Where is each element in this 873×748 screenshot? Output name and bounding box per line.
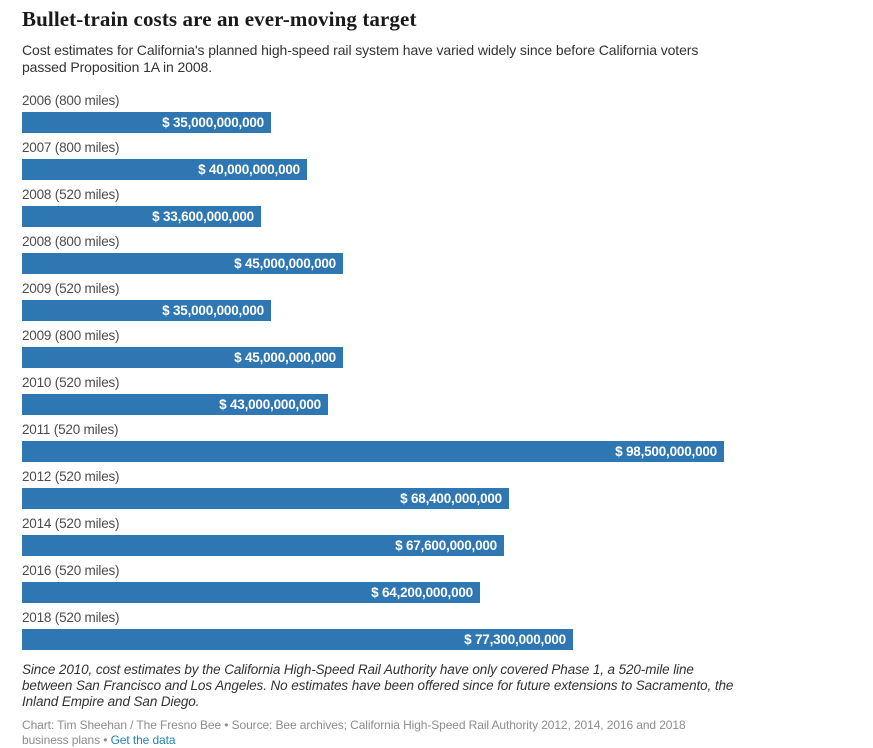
bar-value-label: $ 40,000,000,000 [198,162,300,177]
bar: $ 43,000,000,000 [22,394,328,415]
chart-title: Bullet-train costs are an ever-moving ta… [22,7,417,31]
bar: $ 35,000,000,000 [22,300,271,321]
bar-row: 2016 (520 miles) $ 64,200,000,000 [22,563,851,603]
bar-value-label: $ 43,000,000,000 [219,397,321,412]
bar-row: 2008 (520 miles) $ 33,600,000,000 [22,187,851,227]
bar-category-label: 2006 (800 miles) [22,93,120,108]
bar-category-label: 2014 (520 miles) [22,516,120,531]
bar-category-label: 2008 (520 miles) [22,187,120,202]
bar-category-label: 2008 (800 miles) [22,234,120,249]
bar-value-label: $ 45,000,000,000 [234,350,336,365]
bar-row: 2011 (520 miles) $ 98,500,000,000 [22,422,851,462]
bar-category-label: 2009 (520 miles) [22,281,120,296]
bar-list: 2006 (800 miles) $ 35,000,000,000 2007 (… [22,93,851,650]
bar-category-label: 2012 (520 miles) [22,469,120,484]
bar-row: 2007 (800 miles) $ 40,000,000,000 [22,140,851,180]
bar-value-label: $ 64,200,000,000 [371,585,473,600]
bar: $ 33,600,000,000 [22,206,261,227]
chart-credit: Chart: Tim Sheehan / The Fresno Bee • So… [22,718,722,748]
bar-value-label: $ 45,000,000,000 [234,256,336,271]
bar: $ 45,000,000,000 [22,347,343,368]
bar-row: 2009 (800 miles) $ 45,000,000,000 [22,328,851,368]
bar-row: 2012 (520 miles) $ 68,400,000,000 [22,469,851,509]
bar-row: 2008 (800 miles) $ 45,000,000,000 [22,234,851,274]
bar-category-label: 2010 (520 miles) [22,375,120,390]
bar: $ 40,000,000,000 [22,159,307,180]
bar-row: 2018 (520 miles) $ 77,300,000,000 [22,610,851,650]
bar-category-label: 2007 (800 miles) [22,140,120,155]
bar-category-label: 2011 (520 miles) [22,422,119,437]
bar-category-label: 2009 (800 miles) [22,328,120,343]
bar: $ 64,200,000,000 [22,582,480,603]
bar: $ 77,300,000,000 [22,629,573,650]
bar-row: 2009 (520 miles) $ 35,000,000,000 [22,281,851,321]
bar-row: 2014 (520 miles) $ 67,600,000,000 [22,516,851,556]
bar: $ 45,000,000,000 [22,253,343,274]
bar-category-label: 2016 (520 miles) [22,563,120,578]
bar-row: 2006 (800 miles) $ 35,000,000,000 [22,93,851,133]
bar-value-label: $ 33,600,000,000 [152,209,254,224]
chart-subtitle: Cost estimates for California's planned … [22,42,699,75]
bar-value-label: $ 67,600,000,000 [395,538,497,553]
bar-value-label: $ 35,000,000,000 [162,303,264,318]
bar-category-label: 2018 (520 miles) [22,610,120,625]
bar-row: 2010 (520 miles) $ 43,000,000,000 [22,375,851,415]
bar-value-label: $ 68,400,000,000 [400,491,502,506]
bar: $ 67,600,000,000 [22,535,504,556]
bar-value-label: $ 98,500,000,000 [615,444,717,459]
bar: $ 68,400,000,000 [22,488,509,509]
bar-value-label: $ 77,300,000,000 [464,632,566,647]
bar-value-label: $ 35,000,000,000 [162,115,264,130]
bar: $ 98,500,000,000 [22,441,724,462]
get-the-data-link[interactable]: Get the data [110,733,176,747]
chart-note: Since 2010, cost estimates by the Califo… [22,662,734,709]
bar: $ 35,000,000,000 [22,112,271,133]
